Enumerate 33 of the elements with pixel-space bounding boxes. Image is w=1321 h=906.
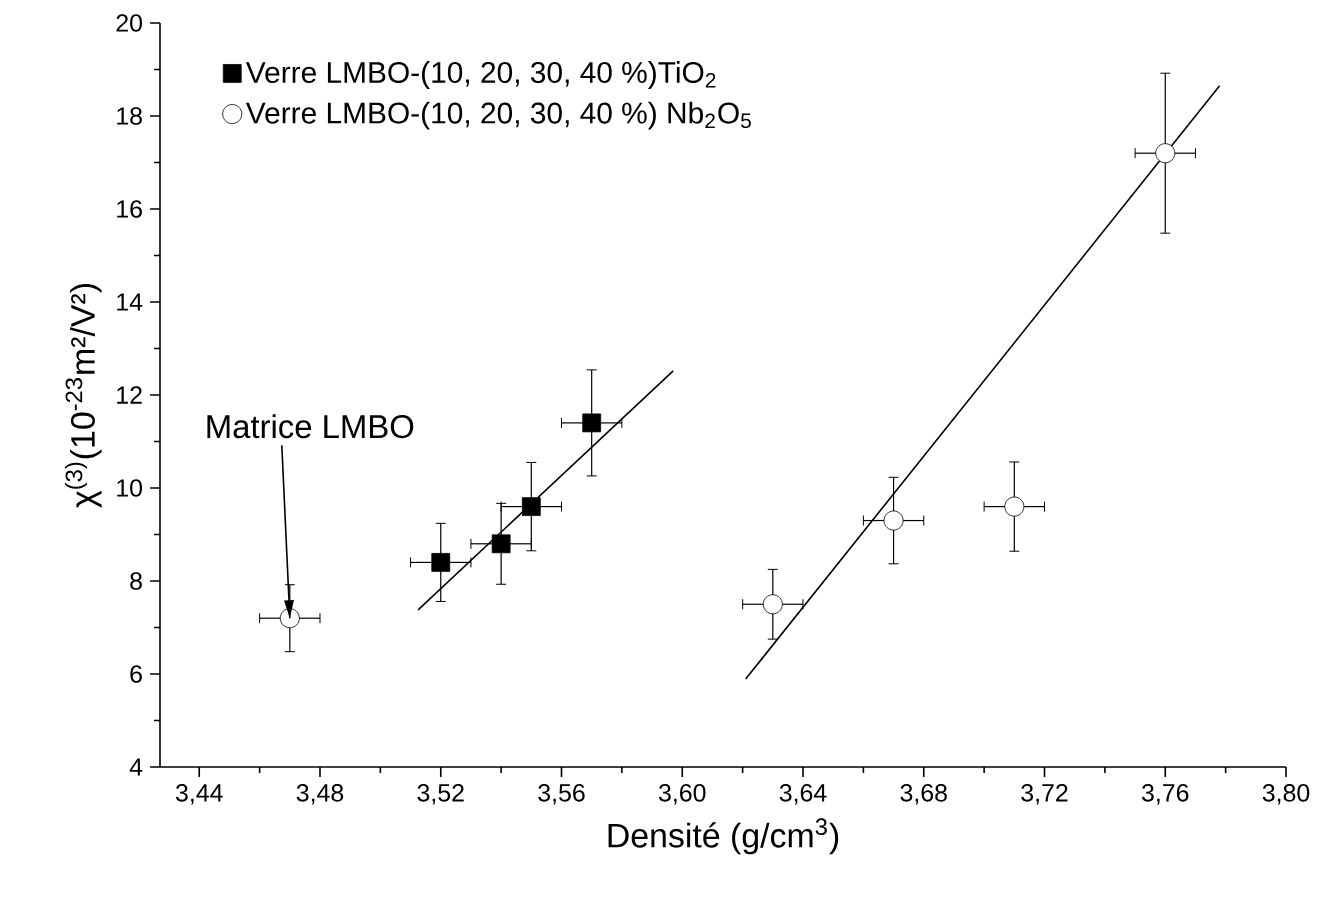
x-tick-label: 3,76 — [1141, 784, 1189, 805]
x-tick-label: 3,60 — [658, 784, 706, 805]
y-tick-label: 8 — [130, 572, 142, 590]
x-tick-label: 3,64 — [779, 784, 827, 805]
x-tick-label: 3,52 — [417, 784, 464, 805]
x-tick-label: 3,68 — [900, 784, 947, 805]
y-tick-label: 20 — [116, 14, 143, 32]
point — [883, 510, 904, 531]
x-tick-label: 3,44 — [175, 784, 223, 805]
y-axis-title: χ$^{(3)}$(10$^{-23}$m²/V²) — [64, 284, 102, 508]
point — [582, 413, 602, 433]
y-tick-label: 16 — [117, 200, 142, 218]
y-tick-label: 6 — [130, 665, 142, 683]
legend-label: Verre LMBO-(10, 20, 30, 40 %)TiO$_{2}$ — [245, 61, 716, 89]
point — [762, 594, 783, 615]
y-tick-label: 14 — [117, 293, 143, 311]
x-tick-label: 3,72 — [1021, 784, 1068, 805]
point — [1155, 143, 1176, 164]
point — [521, 497, 541, 516]
x-axis-title: Densité (g/cm$^{3}$) — [608, 818, 839, 855]
y-tick-label: 12 — [117, 386, 142, 404]
point — [279, 608, 300, 629]
y-tick-label: 10 — [117, 479, 143, 497]
legend-label: Verre LMBO-(10, 20, 30, 40 %) Nb$_{2}$O$_{5}$ — [245, 101, 751, 130]
x-tick-label: 3,56 — [538, 784, 585, 805]
y-tick-label: 4 — [129, 758, 143, 776]
annotation: Matrice LMBO — [207, 414, 414, 439]
point — [431, 553, 451, 572]
x-tick-label: 3,80 — [1262, 784, 1310, 805]
point — [1004, 496, 1025, 517]
y-tick-label: 18 — [117, 107, 142, 125]
x-tick-label: 3,48 — [296, 784, 344, 805]
point — [491, 534, 511, 554]
